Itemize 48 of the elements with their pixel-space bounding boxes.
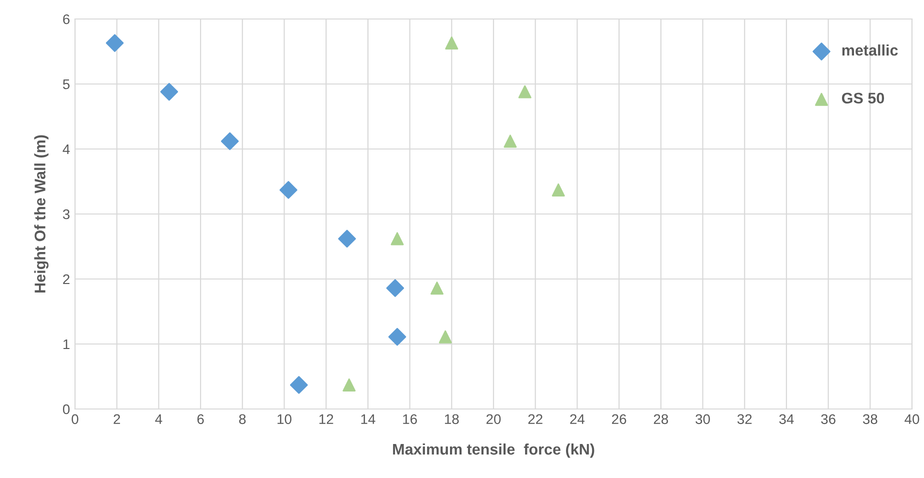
point [106,34,124,52]
x-tick-label: 18 [444,414,459,424]
x-tick-label: 14 [361,414,376,424]
y-tick-label: 3 [62,209,70,220]
legend-label: GS 50 [842,92,884,104]
x-tick-label: 24 [570,414,585,424]
y-tick-label: 4 [62,144,70,154]
x-tick-label: 16 [403,414,417,424]
x-tick-label: 12 [319,414,334,424]
point [386,279,404,298]
y-axis-title: Height Of the Wall (m) [34,135,49,292]
point [504,134,517,148]
point [280,181,298,199]
x-tick-label: 32 [737,414,752,424]
y-tick-label: 2 [63,274,70,284]
x-tick-label: 2 [114,414,120,424]
point [290,376,308,394]
point [342,378,356,392]
x-tick-label: 30 [696,414,710,424]
x-tick-label: 4 [155,414,162,424]
point [390,232,404,246]
point [430,282,444,295]
x-tick-label: 34 [779,414,794,424]
x-tick-label: 40 [904,414,920,424]
x-tick-label: 26 [612,414,626,424]
point [388,328,406,346]
x-axis-title: Maximum tensile force (kN) [393,443,594,458]
x-tick-label: 6 [197,414,204,424]
x-tick-label: 0 [72,414,78,424]
point [438,330,452,344]
x-tick-label: 28 [654,414,668,424]
x-tick-label: 38 [862,414,878,424]
x-tick-label: 10 [278,414,292,424]
y-tick-label: 5 [62,79,70,90]
point [160,82,178,101]
point [552,183,565,196]
y-tick-label: 6 [63,14,70,24]
legend-label: metallic [842,44,898,56]
x-tick-label: 36 [821,414,836,424]
point [445,36,458,50]
point [220,132,239,150]
x-tick-label: 8 [239,414,246,424]
x-tick-label: 22 [528,414,542,424]
y-tick-label: 0 [62,404,70,414]
point [518,85,532,98]
y-tick-label: 1 [63,339,70,350]
x-tick-label: 20 [486,414,501,424]
point [338,230,356,248]
